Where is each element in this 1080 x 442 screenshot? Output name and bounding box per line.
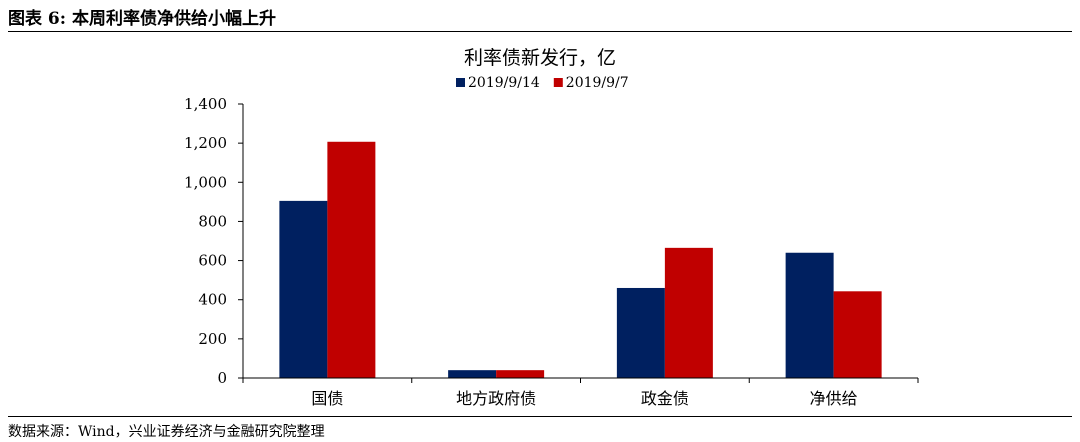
y-tick-label: 800 [198, 212, 227, 230]
figure-title: 图表 6: 本周利率债净供给小幅上升 [8, 9, 276, 29]
x-tick-label: 净供给 [810, 389, 858, 408]
figure-header: 图表 6: 本周利率债净供给小幅上升 [8, 0, 1072, 32]
legend-label-2: 2019/9/7 [566, 75, 629, 91]
bar-4-series-1 [785, 252, 834, 378]
header-rule [8, 31, 1072, 32]
y-tick-label: 1,000 [184, 173, 227, 191]
x-tick-label: 政金债 [641, 389, 689, 408]
bar-chart: 利率债新发行，亿 2019/9/14 2019/9/7 0 200 400 600 800 1,… [184, 47, 919, 408]
x-tick-label: 地方政府债 [456, 389, 536, 408]
bar-3-series-1 [616, 287, 665, 378]
legend-swatch-2 [553, 78, 563, 87]
legend-label-1: 2019/9/14 [468, 75, 540, 91]
legend-swatch-1 [456, 78, 465, 87]
bar-1-series-1 [279, 200, 328, 378]
bar-1-series-2 [327, 141, 376, 378]
bar-2-series-2 [496, 370, 545, 378]
y-tick-label: 1,200 [184, 134, 227, 152]
y-tick-label: 400 [198, 291, 227, 309]
bar-4-series-2 [833, 291, 882, 378]
source-note: 数据来源：Wind，兴业证券经济与金融研究院整理 [8, 424, 325, 440]
y-tick-label: 200 [198, 330, 227, 348]
bar-3-series-2 [664, 247, 713, 378]
chart-title: 利率债新发行，亿 [464, 47, 616, 69]
x-tick-label: 国债 [311, 389, 343, 408]
y-tick-label: 600 [198, 252, 227, 270]
y-tick-label: 1,400 [184, 95, 227, 113]
y-tick-label: 0 [217, 369, 227, 387]
footer-rule [8, 416, 1072, 417]
bar-2-series-1 [448, 370, 497, 378]
